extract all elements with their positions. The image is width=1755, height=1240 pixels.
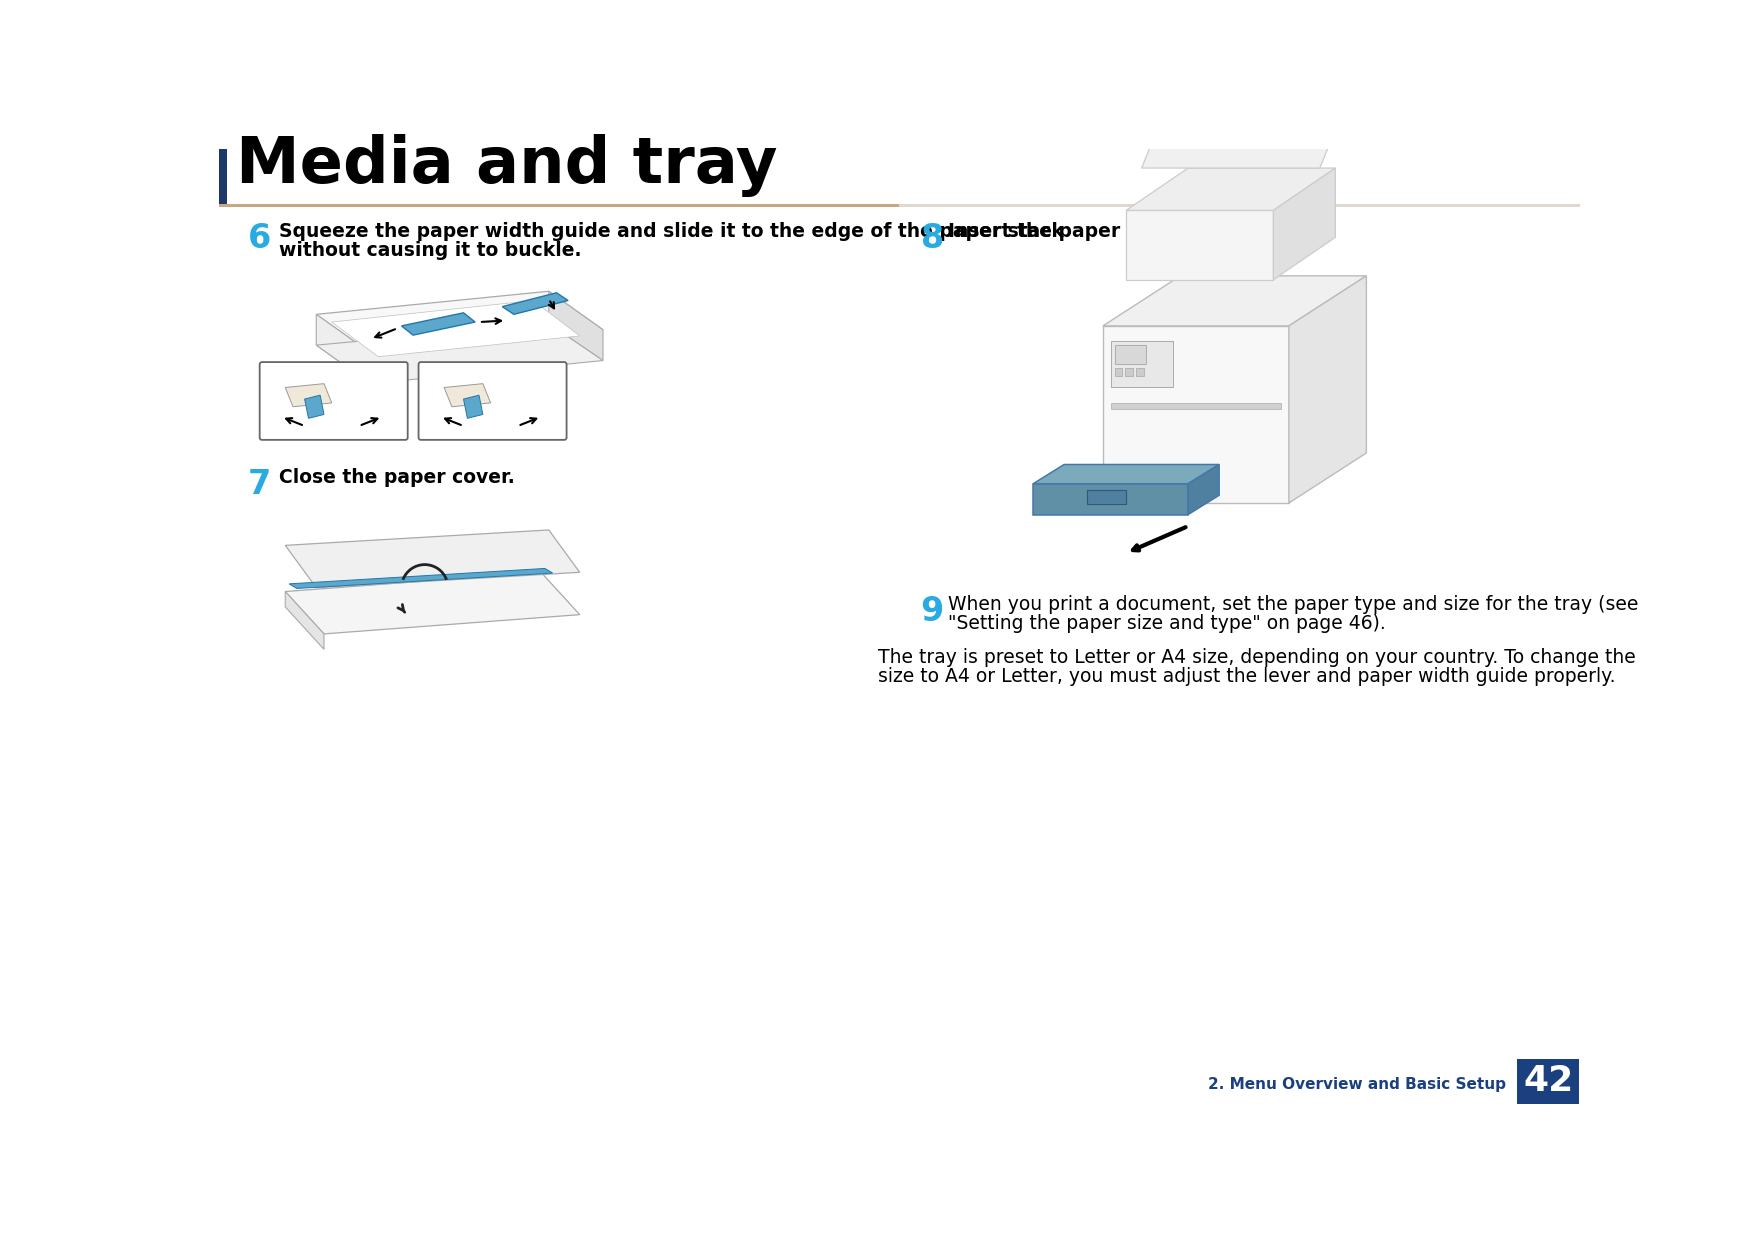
Bar — [219, 149, 226, 205]
Text: Squeeze the paper width guide and slide it to the edge of the paper stack: Squeeze the paper width guide and slide … — [279, 222, 1064, 241]
Polygon shape — [1034, 465, 1220, 484]
Bar — [1114, 345, 1146, 365]
Text: 6: 6 — [247, 222, 272, 255]
Polygon shape — [1127, 169, 1336, 211]
Text: 9: 9 — [921, 595, 944, 629]
Text: Media and tray: Media and tray — [237, 134, 777, 196]
Polygon shape — [549, 291, 604, 361]
Text: 2. Menu Overview and Basic Setup: 2. Menu Overview and Basic Setup — [1207, 1076, 1506, 1092]
Polygon shape — [444, 383, 491, 407]
Polygon shape — [1034, 484, 1188, 515]
Bar — [1135, 368, 1144, 376]
Bar — [1127, 211, 1274, 280]
Polygon shape — [1141, 129, 1336, 169]
Polygon shape — [316, 324, 604, 383]
Text: 42: 42 — [1523, 1064, 1574, 1099]
Bar — [1125, 368, 1134, 376]
Text: Close the paper cover.: Close the paper cover. — [279, 469, 514, 487]
Text: When you print a document, set the paper type and size for the tray (see: When you print a document, set the paper… — [948, 595, 1637, 614]
Polygon shape — [402, 312, 476, 335]
Text: "Setting the paper size and type" on page 46).: "Setting the paper size and type" on pag… — [948, 614, 1386, 634]
Text: Insert the paper tray.: Insert the paper tray. — [948, 222, 1174, 241]
Polygon shape — [290, 568, 553, 589]
Polygon shape — [463, 396, 483, 418]
Polygon shape — [286, 573, 579, 634]
Text: The tray is preset to Letter or A4 size, depending on your country. To change th: The tray is preset to Letter or A4 size,… — [878, 649, 1636, 667]
Bar — [909, 249, 1451, 557]
Bar — [1111, 341, 1172, 387]
Bar — [1111, 403, 1281, 409]
Bar — [1114, 368, 1121, 376]
FancyBboxPatch shape — [260, 362, 407, 440]
Polygon shape — [332, 300, 579, 357]
Polygon shape — [316, 315, 370, 383]
Polygon shape — [316, 291, 604, 353]
Polygon shape — [502, 293, 569, 315]
Text: 8: 8 — [921, 222, 944, 255]
Polygon shape — [286, 383, 332, 407]
Polygon shape — [1188, 465, 1220, 515]
Text: 7: 7 — [247, 469, 272, 501]
FancyBboxPatch shape — [418, 362, 567, 440]
Text: without causing it to buckle.: without causing it to buckle. — [279, 241, 581, 259]
Polygon shape — [1274, 169, 1336, 280]
Bar — [899, 205, 1580, 207]
Bar — [254, 268, 627, 441]
Bar — [1088, 490, 1127, 503]
Text: size to A4 or Letter, you must adjust the lever and paper width guide properly.: size to A4 or Letter, you must adjust th… — [878, 667, 1616, 686]
Polygon shape — [1102, 275, 1367, 326]
Bar — [1102, 326, 1288, 503]
Polygon shape — [286, 529, 579, 588]
Polygon shape — [286, 591, 325, 650]
Polygon shape — [305, 396, 325, 418]
Bar — [1518, 1059, 1580, 1104]
Bar — [219, 205, 899, 207]
Bar — [270, 500, 595, 661]
Polygon shape — [1288, 275, 1367, 503]
